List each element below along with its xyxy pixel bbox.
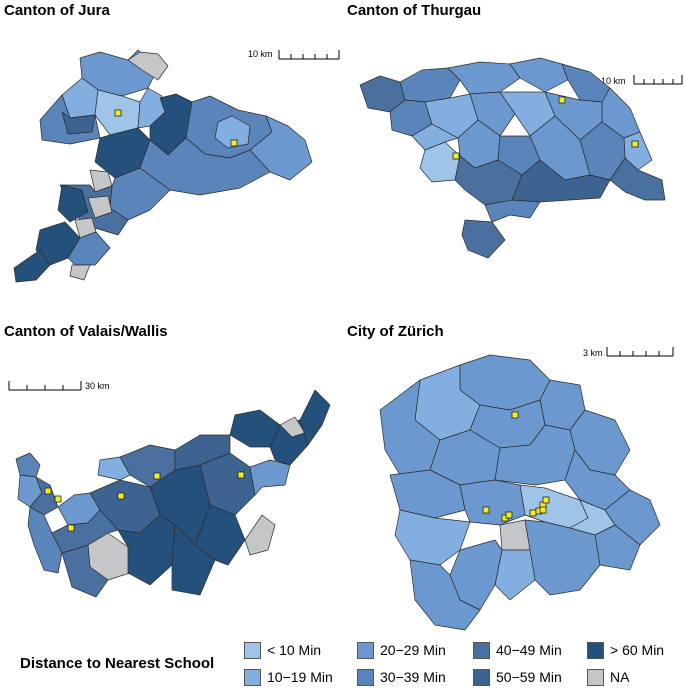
legend-item: 30−39 Min — [357, 667, 446, 687]
school-marker — [44, 487, 52, 495]
scalebar-ticks — [278, 50, 340, 60]
municipality — [57, 184, 89, 223]
district — [409, 559, 481, 631]
municipality — [67, 231, 111, 266]
legend-label: 30−39 Min — [380, 669, 446, 685]
municipality — [51, 509, 119, 554]
school-markers — [482, 411, 550, 522]
school-markers — [114, 109, 238, 147]
school-marker — [54, 495, 62, 503]
legend-label: > 60 Min — [610, 642, 665, 658]
legend-swatch — [244, 641, 261, 659]
legend-item: 10−19 Min — [244, 667, 333, 687]
legend-swatch — [473, 668, 490, 686]
panel-title-zurich: City of Zürich — [347, 323, 444, 340]
school-markers — [44, 471, 245, 532]
school-marker — [482, 506, 490, 514]
municipality — [469, 91, 516, 137]
municipality — [69, 264, 91, 281]
municipality — [214, 115, 251, 149]
municipality — [299, 389, 331, 446]
district — [594, 524, 641, 571]
scalebar-label: 3 km — [583, 348, 603, 358]
school-marker — [452, 152, 460, 160]
school-marker — [114, 109, 122, 117]
map-jura — [13, 49, 313, 283]
municipality — [411, 123, 459, 151]
municipality — [97, 456, 131, 481]
municipality — [61, 111, 96, 135]
panel-title-thurgau: Canton of Thurgau — [347, 2, 482, 19]
scalebar-ticks — [8, 381, 82, 391]
municipality — [244, 514, 276, 556]
legend-label: 40−49 Min — [496, 642, 562, 658]
school-marker — [542, 496, 550, 504]
scalebar-label: 10 km — [601, 76, 626, 86]
municipality — [194, 504, 246, 566]
municipality — [249, 459, 291, 496]
legend-label: 10−19 Min — [267, 669, 333, 685]
map-zurich — [379, 354, 661, 631]
legend-swatch — [357, 668, 374, 686]
school-marker — [237, 471, 245, 479]
municipality — [561, 63, 611, 103]
legend-title: Distance to Nearest School — [20, 655, 215, 672]
school-marker — [117, 492, 125, 500]
map-valais — [15, 389, 331, 598]
legend-label: 20−29 Min — [380, 642, 446, 658]
legend-item: 20−29 Min — [357, 640, 446, 660]
legend-label: < 10 Min — [267, 642, 322, 658]
school-marker — [539, 506, 547, 514]
legend-item: 40−49 Min — [473, 640, 562, 660]
municipality — [127, 51, 169, 81]
municipality — [87, 195, 113, 219]
municipality — [509, 57, 569, 93]
school-marker — [505, 511, 513, 519]
municipality — [27, 506, 63, 574]
district — [394, 509, 471, 566]
legend-label: 50−59 Min — [496, 669, 562, 685]
legend-item: > 60 Min — [587, 640, 664, 660]
legend-swatch — [473, 641, 490, 659]
school-marker — [558, 96, 566, 104]
map-thurgau — [359, 57, 666, 259]
legend-swatch — [357, 641, 374, 659]
legend-swatch — [244, 668, 261, 686]
scalebar-ticks — [633, 75, 683, 85]
municipality — [484, 199, 541, 223]
municipality — [249, 115, 313, 181]
school-markers — [452, 96, 639, 160]
school-marker — [631, 140, 639, 148]
panel-title-jura: Canton of Jura — [4, 2, 110, 19]
municipality — [461, 219, 506, 259]
scalebar-label: 10 km — [248, 49, 273, 59]
legend-item: NA — [587, 667, 629, 687]
school-marker — [67, 524, 75, 532]
municipality — [399, 67, 461, 103]
district — [494, 549, 536, 601]
municipality — [13, 249, 51, 283]
school-marker — [511, 411, 519, 419]
school-marker — [529, 509, 537, 517]
panel-title-valais: Canton of Valais/Wallis — [4, 323, 168, 340]
legend-item: 50−59 Min — [473, 667, 562, 687]
legend-label: NA — [610, 669, 630, 685]
scalebar-ticks — [606, 347, 674, 357]
municipality — [447, 61, 521, 95]
district — [459, 479, 526, 526]
legend-item: < 10 Min — [244, 640, 321, 660]
legend-swatch — [587, 641, 604, 659]
school-marker — [153, 472, 161, 480]
legend-swatch — [587, 668, 604, 686]
school-marker — [230, 139, 238, 147]
municipality — [609, 157, 666, 201]
municipality — [174, 434, 231, 471]
scalebar-label: 30 km — [85, 381, 110, 391]
municipality — [15, 452, 41, 478]
